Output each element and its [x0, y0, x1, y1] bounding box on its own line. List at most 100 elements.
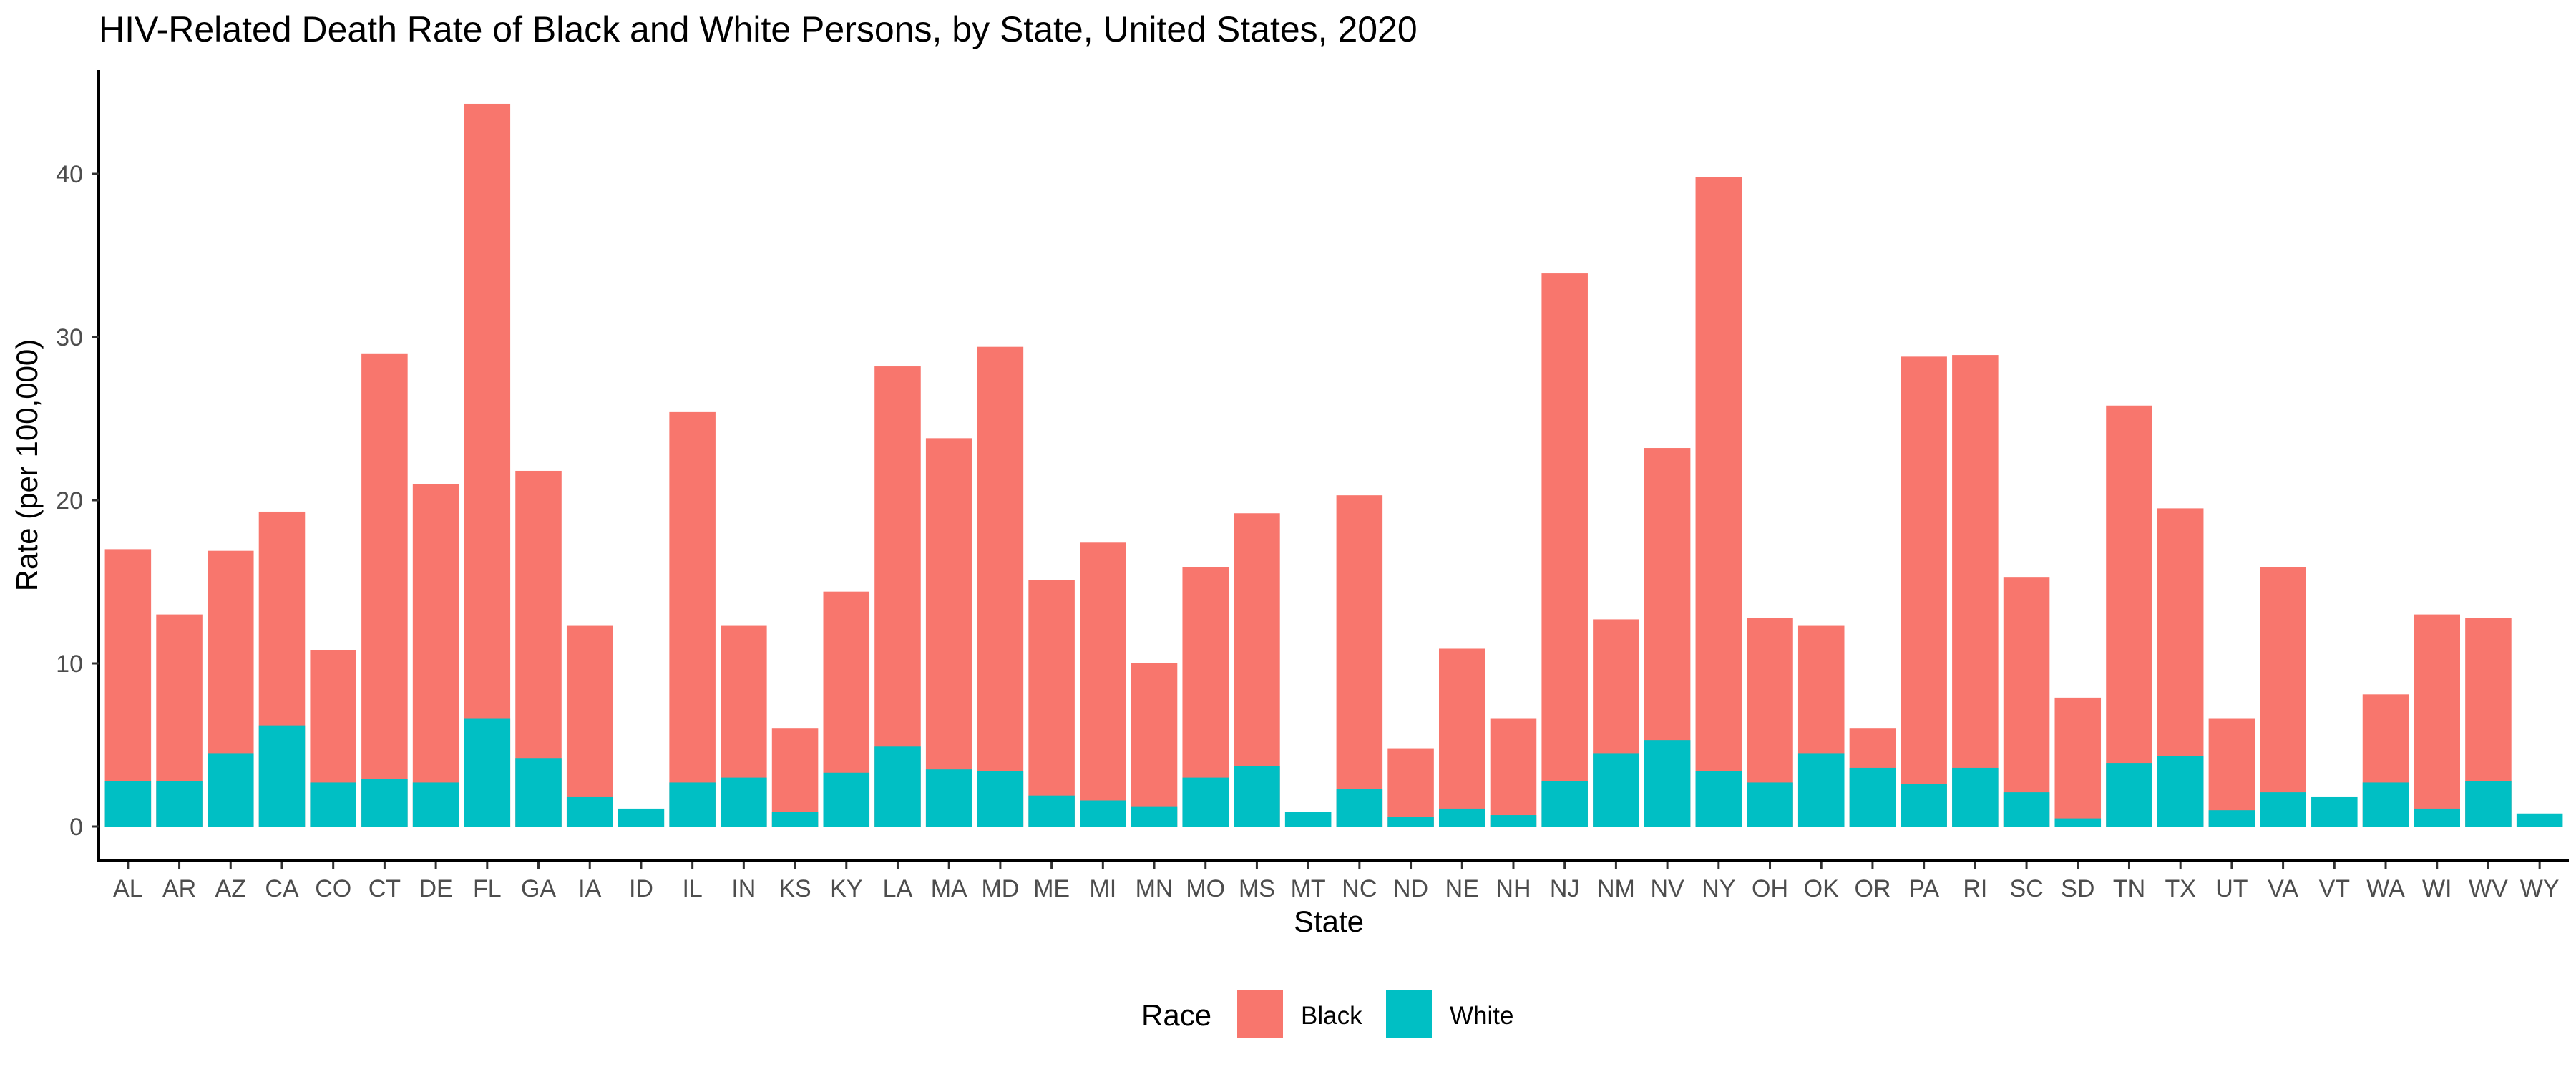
bar-white-nc: [1336, 789, 1383, 827]
y-ticks-layer: 0 10 20 30 40: [56, 161, 99, 841]
bar-white-ar: [156, 781, 203, 827]
x-tick-label: MO: [1186, 875, 1225, 902]
bar-white-ks: [771, 812, 819, 827]
y-tick-label: 30: [56, 324, 83, 351]
bar-black-nj: [1541, 273, 1588, 827]
bar-white-az: [208, 753, 254, 827]
y-tick-label: 20: [56, 487, 83, 515]
bar-white-ga: [515, 758, 562, 827]
x-tick-label: MD: [981, 875, 1019, 902]
x-tick-label: IN: [731, 875, 756, 902]
y-tick-label: 0: [69, 814, 83, 841]
y-tick-label: 40: [56, 161, 83, 188]
x-axis-title: State: [1294, 905, 1364, 938]
x-tick-label: SD: [2061, 875, 2094, 902]
x-tick-label: SC: [2009, 875, 2043, 902]
bar-white-ok: [1797, 753, 1845, 827]
x-tick-label: NH: [1496, 875, 1531, 902]
bar-white-fl: [464, 718, 511, 827]
x-tick-label: NV: [1650, 875, 1684, 902]
x-tick-label: VT: [2319, 875, 2350, 902]
x-tick-label: MI: [1089, 875, 1116, 902]
bar-black-ct: [361, 353, 408, 827]
bar-white-wi: [2414, 808, 2460, 827]
bar-white-ia: [566, 796, 613, 827]
x-tick-label: TN: [2113, 875, 2145, 902]
x-tick-label: CT: [369, 875, 401, 902]
bar-white-nd: [1387, 817, 1434, 827]
x-tick-label: ME: [1033, 875, 1070, 902]
bar-white-pa: [1901, 784, 1947, 827]
x-tick-label: MS: [1239, 875, 1275, 902]
bar-white-ut: [2208, 810, 2255, 827]
x-tick-label: NY: [1702, 875, 1735, 902]
x-tick-label: CA: [265, 875, 299, 902]
bar-black-md: [977, 346, 1024, 827]
x-tick-label: OH: [1752, 875, 1788, 902]
bar-black-nd: [1387, 748, 1434, 827]
bar-white-id: [618, 808, 665, 827]
bar-black-mn: [1131, 663, 1178, 827]
legend: Race Black White: [1141, 990, 1513, 1038]
x-tick-label: FL: [473, 875, 502, 902]
bar-white-mi: [1080, 800, 1126, 827]
bar-white-de: [412, 782, 459, 827]
bar-black-fl: [464, 103, 511, 827]
bar-white-wa: [2362, 782, 2409, 827]
y-axis-title: Rate (per 100,000): [10, 339, 44, 592]
x-tick-label: CO: [315, 875, 351, 902]
bar-white-al: [104, 781, 152, 827]
bar-white-ms: [1234, 766, 1280, 827]
bar-white-ca: [258, 725, 306, 827]
x-ticks-layer: AL AR AZ CA CO CT DE FL GA IA ID IL IN KS KY LA MA MD ME MI…: [113, 862, 2560, 902]
x-tick-label: IL: [682, 875, 702, 902]
bar-black-ia: [566, 625, 613, 827]
bar-white-vt: [2311, 796, 2358, 827]
bar-black-sd: [2054, 697, 2102, 827]
x-tick-label: GA: [521, 875, 556, 902]
bar-white-ky: [823, 772, 870, 827]
bar-black-ma: [925, 438, 972, 827]
x-tick-label: ID: [629, 875, 653, 902]
x-tick-label: OR: [1854, 875, 1890, 902]
bar-black-ut: [2208, 718, 2255, 827]
x-tick-label: OK: [1804, 875, 1839, 902]
bar-white-in: [721, 777, 767, 827]
x-tick-label: AR: [162, 875, 196, 902]
x-tick-label: KS: [779, 875, 811, 902]
bar-black-ny: [1695, 177, 1742, 827]
bar-black-nh: [1490, 718, 1537, 827]
bar-white-oh: [1747, 782, 1793, 827]
bar-white-wy: [2516, 813, 2563, 827]
x-tick-label: TX: [2165, 875, 2195, 902]
x-tick-label: UT: [2215, 875, 2248, 902]
bar-black-wi: [2414, 614, 2460, 827]
bar-black-va: [2260, 567, 2306, 827]
x-tick-label: WY: [2520, 875, 2560, 902]
x-tick-label: NJ: [1550, 875, 1580, 902]
x-tick-label: WA: [2366, 875, 2405, 902]
bar-black-me: [1028, 580, 1075, 827]
bar-white-la: [874, 746, 921, 827]
bar-white-sd: [2054, 818, 2102, 827]
bar-black-ne: [1439, 648, 1485, 827]
x-tick-label: ND: [1393, 875, 1428, 902]
bar-white-nj: [1541, 781, 1588, 827]
legend-key-black: [1237, 990, 1283, 1038]
x-tick-label: PA: [1908, 875, 1939, 902]
bar-white-sc: [2003, 792, 2050, 827]
x-tick-label: MA: [931, 875, 967, 902]
x-tick-label: NC: [1342, 875, 1377, 902]
bar-white-nm: [1593, 753, 1639, 827]
bar-white-ne: [1439, 808, 1485, 827]
bar-white-me: [1028, 795, 1075, 827]
bar-black-de: [412, 484, 459, 827]
bar-black-ks: [771, 728, 819, 827]
bar-white-ma: [925, 769, 972, 827]
bars-layer: [104, 103, 2563, 827]
bar-white-md: [977, 771, 1024, 827]
x-tick-label: AL: [113, 875, 143, 902]
x-tick-label: AZ: [215, 875, 246, 902]
